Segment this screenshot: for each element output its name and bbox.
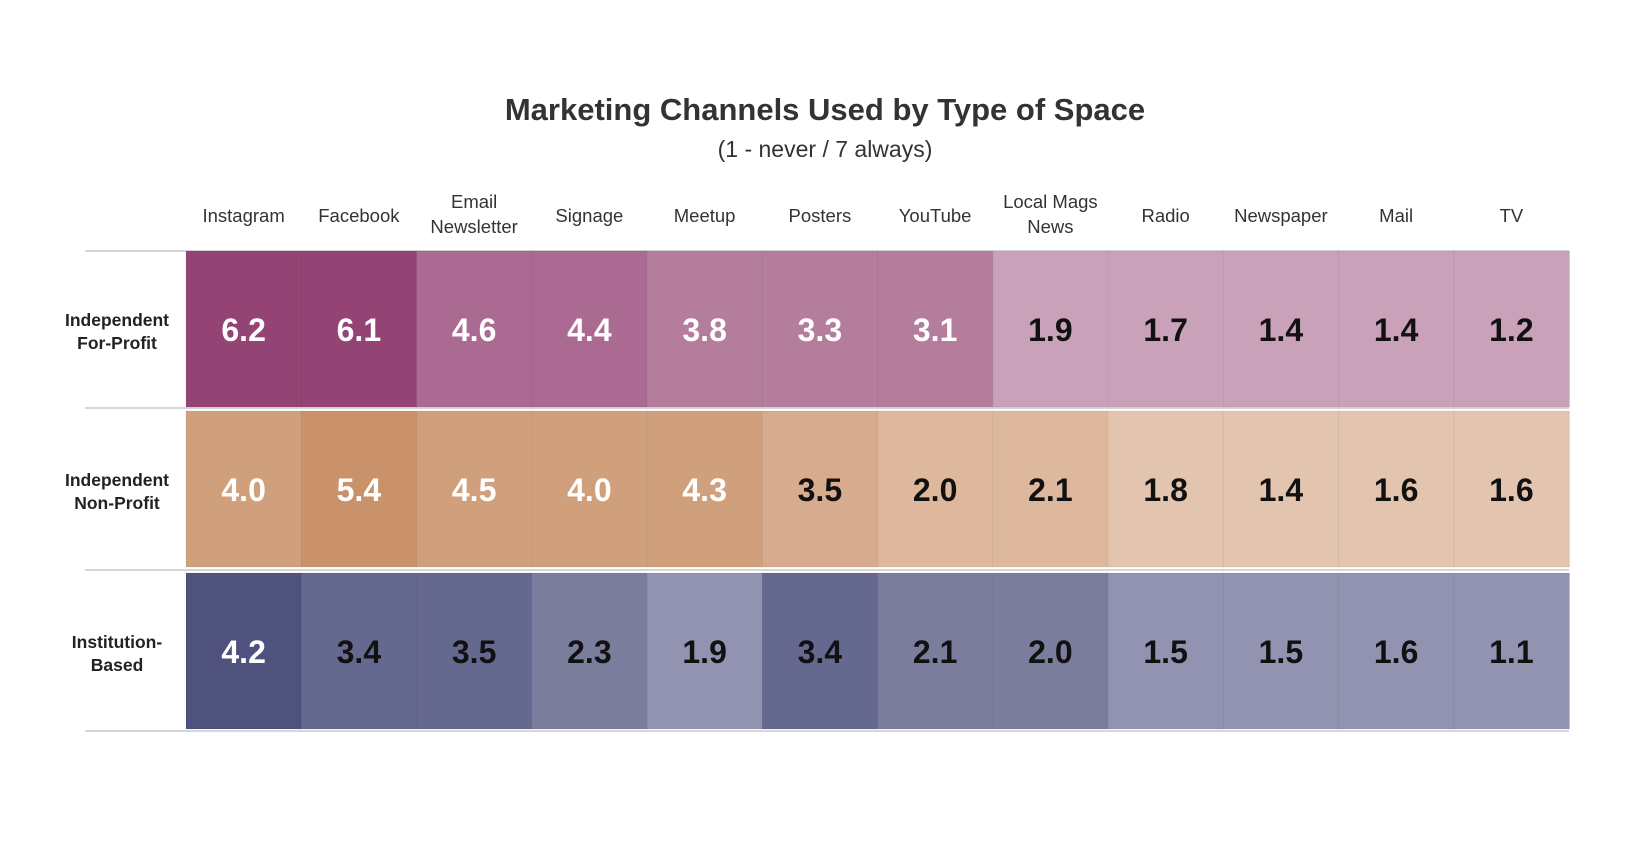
cell-value-label: 4.6 [452, 312, 496, 348]
column-label: News [1027, 216, 1073, 237]
cell-value-label: 3.4 [798, 634, 843, 670]
cell-value-label: 1.2 [1489, 312, 1533, 348]
cell-value-label: 3.1 [913, 312, 957, 348]
cell-value-label: 3.5 [798, 472, 842, 508]
cell-value-label: 5.4 [337, 472, 382, 508]
cell-value-label: 4.0 [221, 472, 265, 508]
heatmap-cell [300, 410, 418, 568]
column-label: TV [1500, 205, 1524, 226]
cell-value-label: 6.1 [337, 312, 381, 348]
cell-value-label: 1.9 [682, 634, 726, 670]
cell-value-label: 3.3 [798, 312, 842, 348]
cell-value-label: 1.7 [1143, 312, 1187, 348]
column-label: Posters [789, 205, 852, 226]
heatmap-cell [877, 410, 994, 568]
heatmap-cell [761, 250, 879, 408]
cell-value-label: 4.0 [567, 472, 611, 508]
heatmap-cell [1222, 410, 1340, 568]
heatmap-cell [185, 410, 303, 568]
cell-value-label: 1.4 [1374, 312, 1419, 348]
row-label: For-Profit [77, 333, 157, 353]
heatmap-cell [1107, 572, 1225, 730]
cell-value-label: 1.4 [1259, 312, 1304, 348]
column-label: Meetup [674, 205, 736, 226]
heatmap-cell [416, 250, 533, 408]
heatmap-cell [992, 410, 1109, 568]
heatmap-cell [1453, 572, 1570, 730]
cell-value-label: 1.1 [1489, 634, 1533, 670]
heatmap-cell [992, 250, 1109, 408]
heatmap-cell [1338, 250, 1455, 408]
cell-value-label: 4.2 [221, 634, 265, 670]
heatmap-cell [185, 572, 303, 730]
cell-value-label: 1.9 [1028, 312, 1072, 348]
column-label: Mail [1379, 205, 1413, 226]
heatmap-cell [646, 410, 764, 568]
heatmap-cell [1453, 410, 1570, 568]
cell-value-label: 1.5 [1259, 634, 1303, 670]
cell-value-label: 4.3 [682, 472, 726, 508]
cell-value-label: 3.8 [682, 312, 726, 348]
cell-value-label: 2.1 [1028, 472, 1072, 508]
cell-value-label: 4.4 [567, 312, 612, 348]
heatmap-cell [1222, 250, 1340, 408]
cell-value-label: 1.6 [1374, 634, 1418, 670]
heatmap-cell [1222, 572, 1340, 730]
row-label: Independent [65, 310, 169, 330]
heatmap-cell [1338, 572, 1455, 730]
heatmap-cell [646, 250, 764, 408]
cell-value-label: 2.1 [913, 634, 957, 670]
column-label: YouTube [899, 205, 972, 226]
cell-value-label: 1.8 [1143, 472, 1187, 508]
cell-value-label: 1.4 [1259, 472, 1304, 508]
row-label: Institution- [72, 632, 163, 652]
heatmap-cell [1107, 410, 1225, 568]
heatmap-cell [416, 410, 533, 568]
heatmap-cell [761, 572, 879, 730]
cell-value-label: 1.6 [1374, 472, 1418, 508]
heatmap-cell [416, 572, 533, 730]
heatmap-cell [531, 572, 648, 730]
cell-value-label: 2.0 [913, 472, 957, 508]
heatmap-cell [531, 250, 648, 408]
column-label: Facebook [318, 205, 400, 226]
column-label: Email [451, 191, 497, 212]
cell-value-label: 2.0 [1028, 634, 1072, 670]
heatmap-cell [185, 250, 303, 408]
cell-value-label: 4.5 [452, 472, 496, 508]
cell-value-label: 2.3 [567, 634, 611, 670]
row-label: Non-Profit [74, 493, 160, 513]
column-label: Radio [1141, 205, 1189, 226]
chart-title: Marketing Channels Used by Type of Space [504, 92, 1146, 127]
cell-value-label: 1.6 [1489, 472, 1533, 508]
heatmap-cell [531, 410, 648, 568]
heatmap-cell [646, 572, 764, 730]
cell-value-label: 1.5 [1143, 634, 1187, 670]
heatmap-cell [1107, 250, 1225, 408]
heatmap-cell [300, 250, 418, 408]
column-label: Signage [555, 205, 623, 226]
heatmap-cell [877, 250, 994, 408]
row-label: Based [91, 655, 144, 675]
heatmap-cell [1453, 250, 1570, 408]
column-label: Newspaper [1234, 205, 1328, 226]
cell-value-label: 6.2 [221, 312, 265, 348]
heatmap-cell [1338, 410, 1455, 568]
row-label: Independent [65, 470, 169, 490]
column-label: Local Mags [1003, 191, 1098, 212]
cell-value-label: 3.4 [337, 634, 382, 670]
column-label: Instagram [202, 205, 284, 226]
heatmap-cell [300, 572, 418, 730]
chart-subtitle: (1 - never / 7 always) [717, 136, 933, 162]
cell-value-label: 3.5 [452, 634, 496, 670]
column-label: Newsletter [430, 216, 517, 237]
heatmap-cell [761, 410, 879, 568]
